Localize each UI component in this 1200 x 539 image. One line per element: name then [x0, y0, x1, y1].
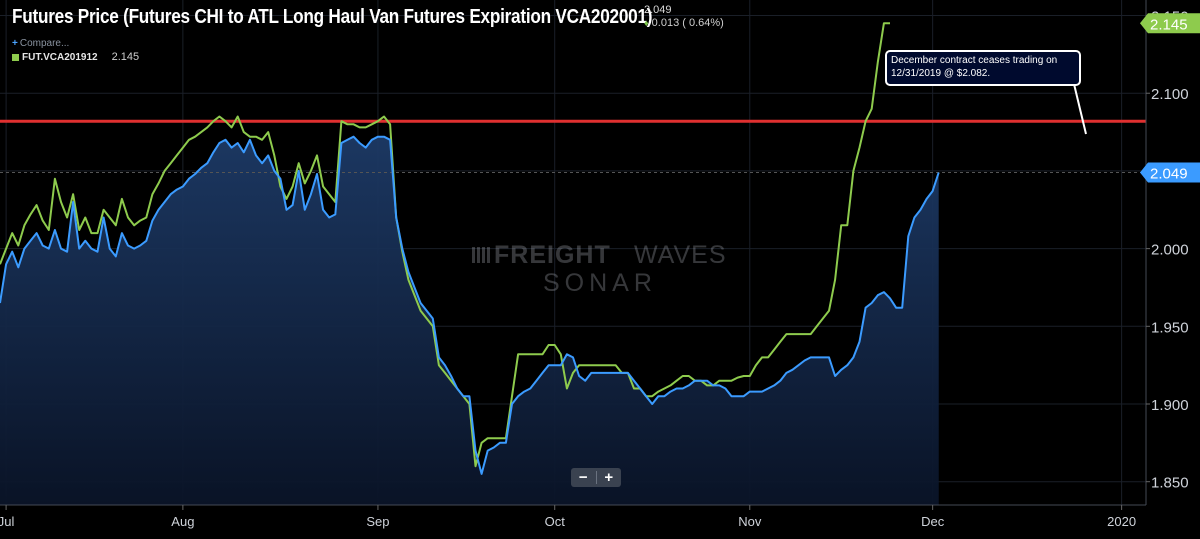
x-tick-label: Dec — [921, 514, 945, 529]
series-lines — [0, 22, 940, 475]
header-stats: 2.049 ♦ 0.013 ( 0.64%) — [644, 4, 724, 30]
x-tick-label: Jul — [0, 514, 15, 529]
x-tick-label: Oct — [545, 514, 566, 529]
value-badge-vca202001 — [1140, 162, 1200, 183]
y-tick-label: 1.900 — [1151, 397, 1189, 414]
x-tick-label: 2020 — [1107, 514, 1136, 529]
compare-label: Compare... — [19, 38, 70, 49]
y-tick-label: 2.100 — [1151, 86, 1189, 103]
zoom-in-button[interactable]: + — [604, 469, 614, 486]
zoom-controls: − + — [571, 468, 621, 487]
callout-text-line2: 12/31/2019 @ $2.082. — [891, 68, 990, 79]
last-value: 2.049 — [644, 4, 672, 16]
callout-pointer — [1073, 83, 1087, 135]
series-line-fut-vca201912 — [0, 22, 890, 468]
x-tick-label: Aug — [171, 514, 194, 529]
watermark-line2: SONAR — [543, 269, 657, 297]
series-area-fill — [0, 136, 939, 505]
legend-swatch — [12, 53, 19, 61]
freightwaves-sonar-watermark: FREIGHT WAVES SONAR — [472, 241, 727, 297]
y-tick-label: 1.950 — [1151, 319, 1189, 336]
watermark-line1-bold: FREIGHT — [494, 241, 611, 269]
legend-item[interactable]: FUT.VCA201912 2.145 — [12, 51, 139, 63]
series-line-vca202001 — [0, 135, 940, 475]
compare-button[interactable]: + Compare... — [12, 38, 69, 49]
y-tick-label: 2.000 — [1151, 242, 1189, 259]
x-tick-label: Sep — [366, 514, 389, 529]
callout-text-line1: December contract ceases trading on — [891, 55, 1057, 66]
annotation-callout: December contract ceases trading on 12/3… — [885, 50, 1087, 135]
area-fill — [0, 136, 939, 505]
legend-series-name: FUT.VCA201912 — [22, 51, 98, 63]
value-badge-fut-vca201912 — [1140, 13, 1200, 34]
change-value: ♦ 0.013 ( 0.64%) — [644, 17, 724, 30]
value-badges: 2.049 2.145 — [1140, 13, 1200, 183]
x-tick-label: Nov — [738, 514, 762, 529]
watermark-logo-icon — [472, 247, 490, 263]
change-text: 0.013 ( 0.64%) — [651, 17, 724, 29]
zoom-divider — [595, 471, 597, 484]
value-badge-label: 2.049 — [1150, 165, 1188, 182]
legend-series-value: 2.145 — [111, 51, 140, 63]
reference-lines — [0, 119, 1146, 173]
zoom-out-button[interactable]: − — [578, 469, 588, 486]
callout-box — [885, 50, 1081, 86]
watermark-line1-light: WAVES — [634, 241, 727, 269]
y-tick-label: 1.850 — [1151, 475, 1189, 492]
chart-title: Futures Price (Futures CHI to ATL Long H… — [12, 6, 653, 28]
plus-icon: + — [12, 38, 18, 49]
value-badge-label: 2.145 — [1150, 16, 1188, 33]
change-arrow-icon: ♦ — [644, 18, 649, 28]
